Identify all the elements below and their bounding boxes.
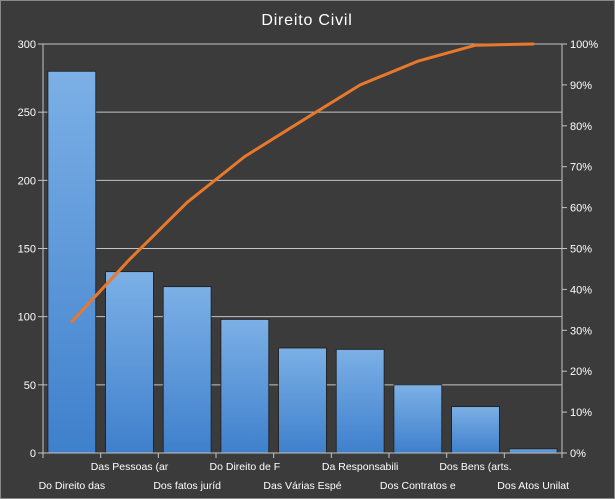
bar: [162, 286, 212, 454]
axes: [38, 43, 567, 458]
x-axis-category-label: Da Responsabili: [322, 461, 398, 473]
x-axis-category-label: Dos Contratos e: [380, 480, 456, 492]
y-axis-tick-label: 100: [18, 312, 36, 324]
y-axis-tick-label: 0: [30, 448, 36, 460]
x-axis-tick-labels: Do Direito das Das Pessoas (ar Dos fatos j…: [39, 461, 570, 492]
y2-axis-tick-label: 80%: [570, 121, 592, 133]
bar: [451, 406, 500, 454]
x-axis-category-label: Dos Bens (arts.: [439, 461, 511, 473]
bar: [335, 348, 385, 454]
y-axis-tick-label: 150: [18, 244, 36, 256]
y-axis-tick-label: 250: [18, 107, 36, 119]
y2-axis-tick-label: 30%: [570, 325, 592, 337]
y-axis-tick-label: 300: [18, 39, 36, 51]
x-axis-category-label: Do Direito das: [39, 480, 106, 492]
chart-title: Direito Civil: [261, 12, 352, 29]
y2-axis-tick-label: 20%: [570, 366, 592, 378]
y2-axis-tick-label: 90%: [570, 80, 592, 92]
x-axis-category-label: Dos fatos juríd: [153, 480, 221, 492]
y2-axis-tick-label: 40%: [570, 284, 592, 296]
y2-axis-tick-label: 100%: [570, 39, 598, 51]
x-axis-category-label: Das Várias Espé: [263, 480, 341, 492]
bar: [393, 384, 443, 454]
cumulative-line-series: [70, 42, 535, 324]
x-axis-category-label: Das Pessoas (ar: [91, 461, 169, 473]
bar: [220, 318, 270, 454]
bar: [278, 347, 327, 454]
cumulative-line: [70, 42, 535, 324]
bar: [105, 271, 154, 454]
x-axis-category-label: Dos Atos Unilat: [497, 480, 569, 492]
y-axis-tick-label: 50: [24, 380, 36, 392]
y-axis-tick-label: 200: [18, 175, 36, 187]
bar: [47, 70, 97, 454]
y-axis-tick-labels: 0 50 100 150 200 250 300: [18, 39, 36, 460]
bar-series: [47, 70, 558, 454]
y2-axis-tick-label: 10%: [570, 407, 592, 419]
bar: [508, 448, 558, 454]
y2-axis-tick-labels: 0% 10% 20% 30% 40% 50% 60% 70% 80% 90% 100%: [570, 39, 598, 460]
y2-axis-tick-label: 70%: [570, 162, 592, 174]
y2-axis-tick-label: 0%: [570, 448, 586, 460]
y2-axis-tick-label: 60%: [570, 203, 592, 215]
y2-axis-tick-label: 50%: [570, 244, 592, 256]
x-axis-category-label: Do Direito de F: [210, 461, 281, 473]
